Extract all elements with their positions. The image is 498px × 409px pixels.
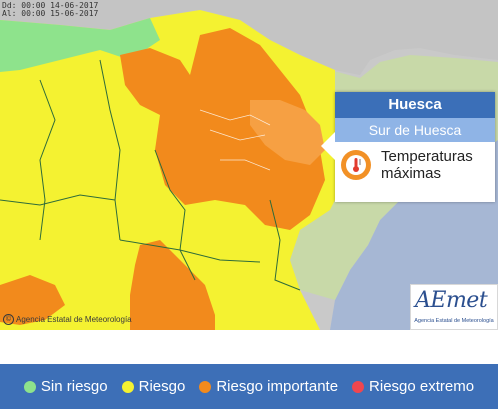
legend-dot-important-risk [199,380,212,393]
legend-dot-extreme-risk [352,380,365,393]
province-borders [0,59,301,291]
aemet-logo[interactable]: AEmet Agencia Estatal de Meteorología [410,284,498,330]
legend-dot-risk [121,380,134,393]
orange-region-southwest [0,275,65,325]
legend-item-no-risk: Sin riesgo [23,378,108,395]
copyright-icon: © [3,314,14,325]
legend-dot-no-risk [23,380,36,393]
legend-item-risk: Riesgo [121,378,186,395]
popup-body: Temperaturas máximas [335,142,495,182]
risk-legend: Sin riesgo Riesgo Riesgo importante Ries… [0,364,498,409]
popup-province: Huesca [335,92,495,118]
logo-tagline: Agencia Estatal de Meteorología [414,318,494,324]
sea-region [330,80,498,330]
copyright-text: Agencia Estatal de Meteorología [16,315,132,324]
legend-label-important-risk: Riesgo importante [216,378,339,395]
phenomenon-line-2: máximas [381,165,442,182]
orange-region-aragon [120,28,325,230]
logo-brand: AEmet [415,288,488,313]
popup-pointer [321,132,335,160]
legend-item-extreme-risk: Riesgo extremo [352,378,474,395]
green-region-north [0,18,160,72]
legend-label-extreme-risk: Riesgo extremo [369,378,475,395]
zone-borders [199,109,271,171]
popup-zone: Sur de Huesca [335,118,495,142]
popup-phenomenon: Temperaturas máximas [381,148,473,182]
warning-map[interactable]: Dd: 00:00 14-06-2017 Al: 00:00 15-06-201… [0,0,498,330]
legend-item-important-risk: Riesgo importante [199,378,338,395]
phenomenon-line-1: Temperaturas [381,148,473,165]
copyright-notice: © Agencia Estatal de Meteorología [3,314,132,325]
legend-label-no-risk: Sin riesgo [40,378,108,395]
sur-de-huesca-zone [250,100,325,165]
orange-region-south [130,240,215,330]
france-region [0,0,498,75]
legend-label-risk: Riesgo [138,378,186,395]
date-from: Dd: 00:00 14-06-2017 [2,1,99,10]
thermometer-icon [341,150,371,180]
date-to: Al: 00:00 15-06-2017 [2,9,99,18]
warning-popup[interactable]: Huesca Sur de Huesca Temperaturas máxima… [321,92,495,202]
